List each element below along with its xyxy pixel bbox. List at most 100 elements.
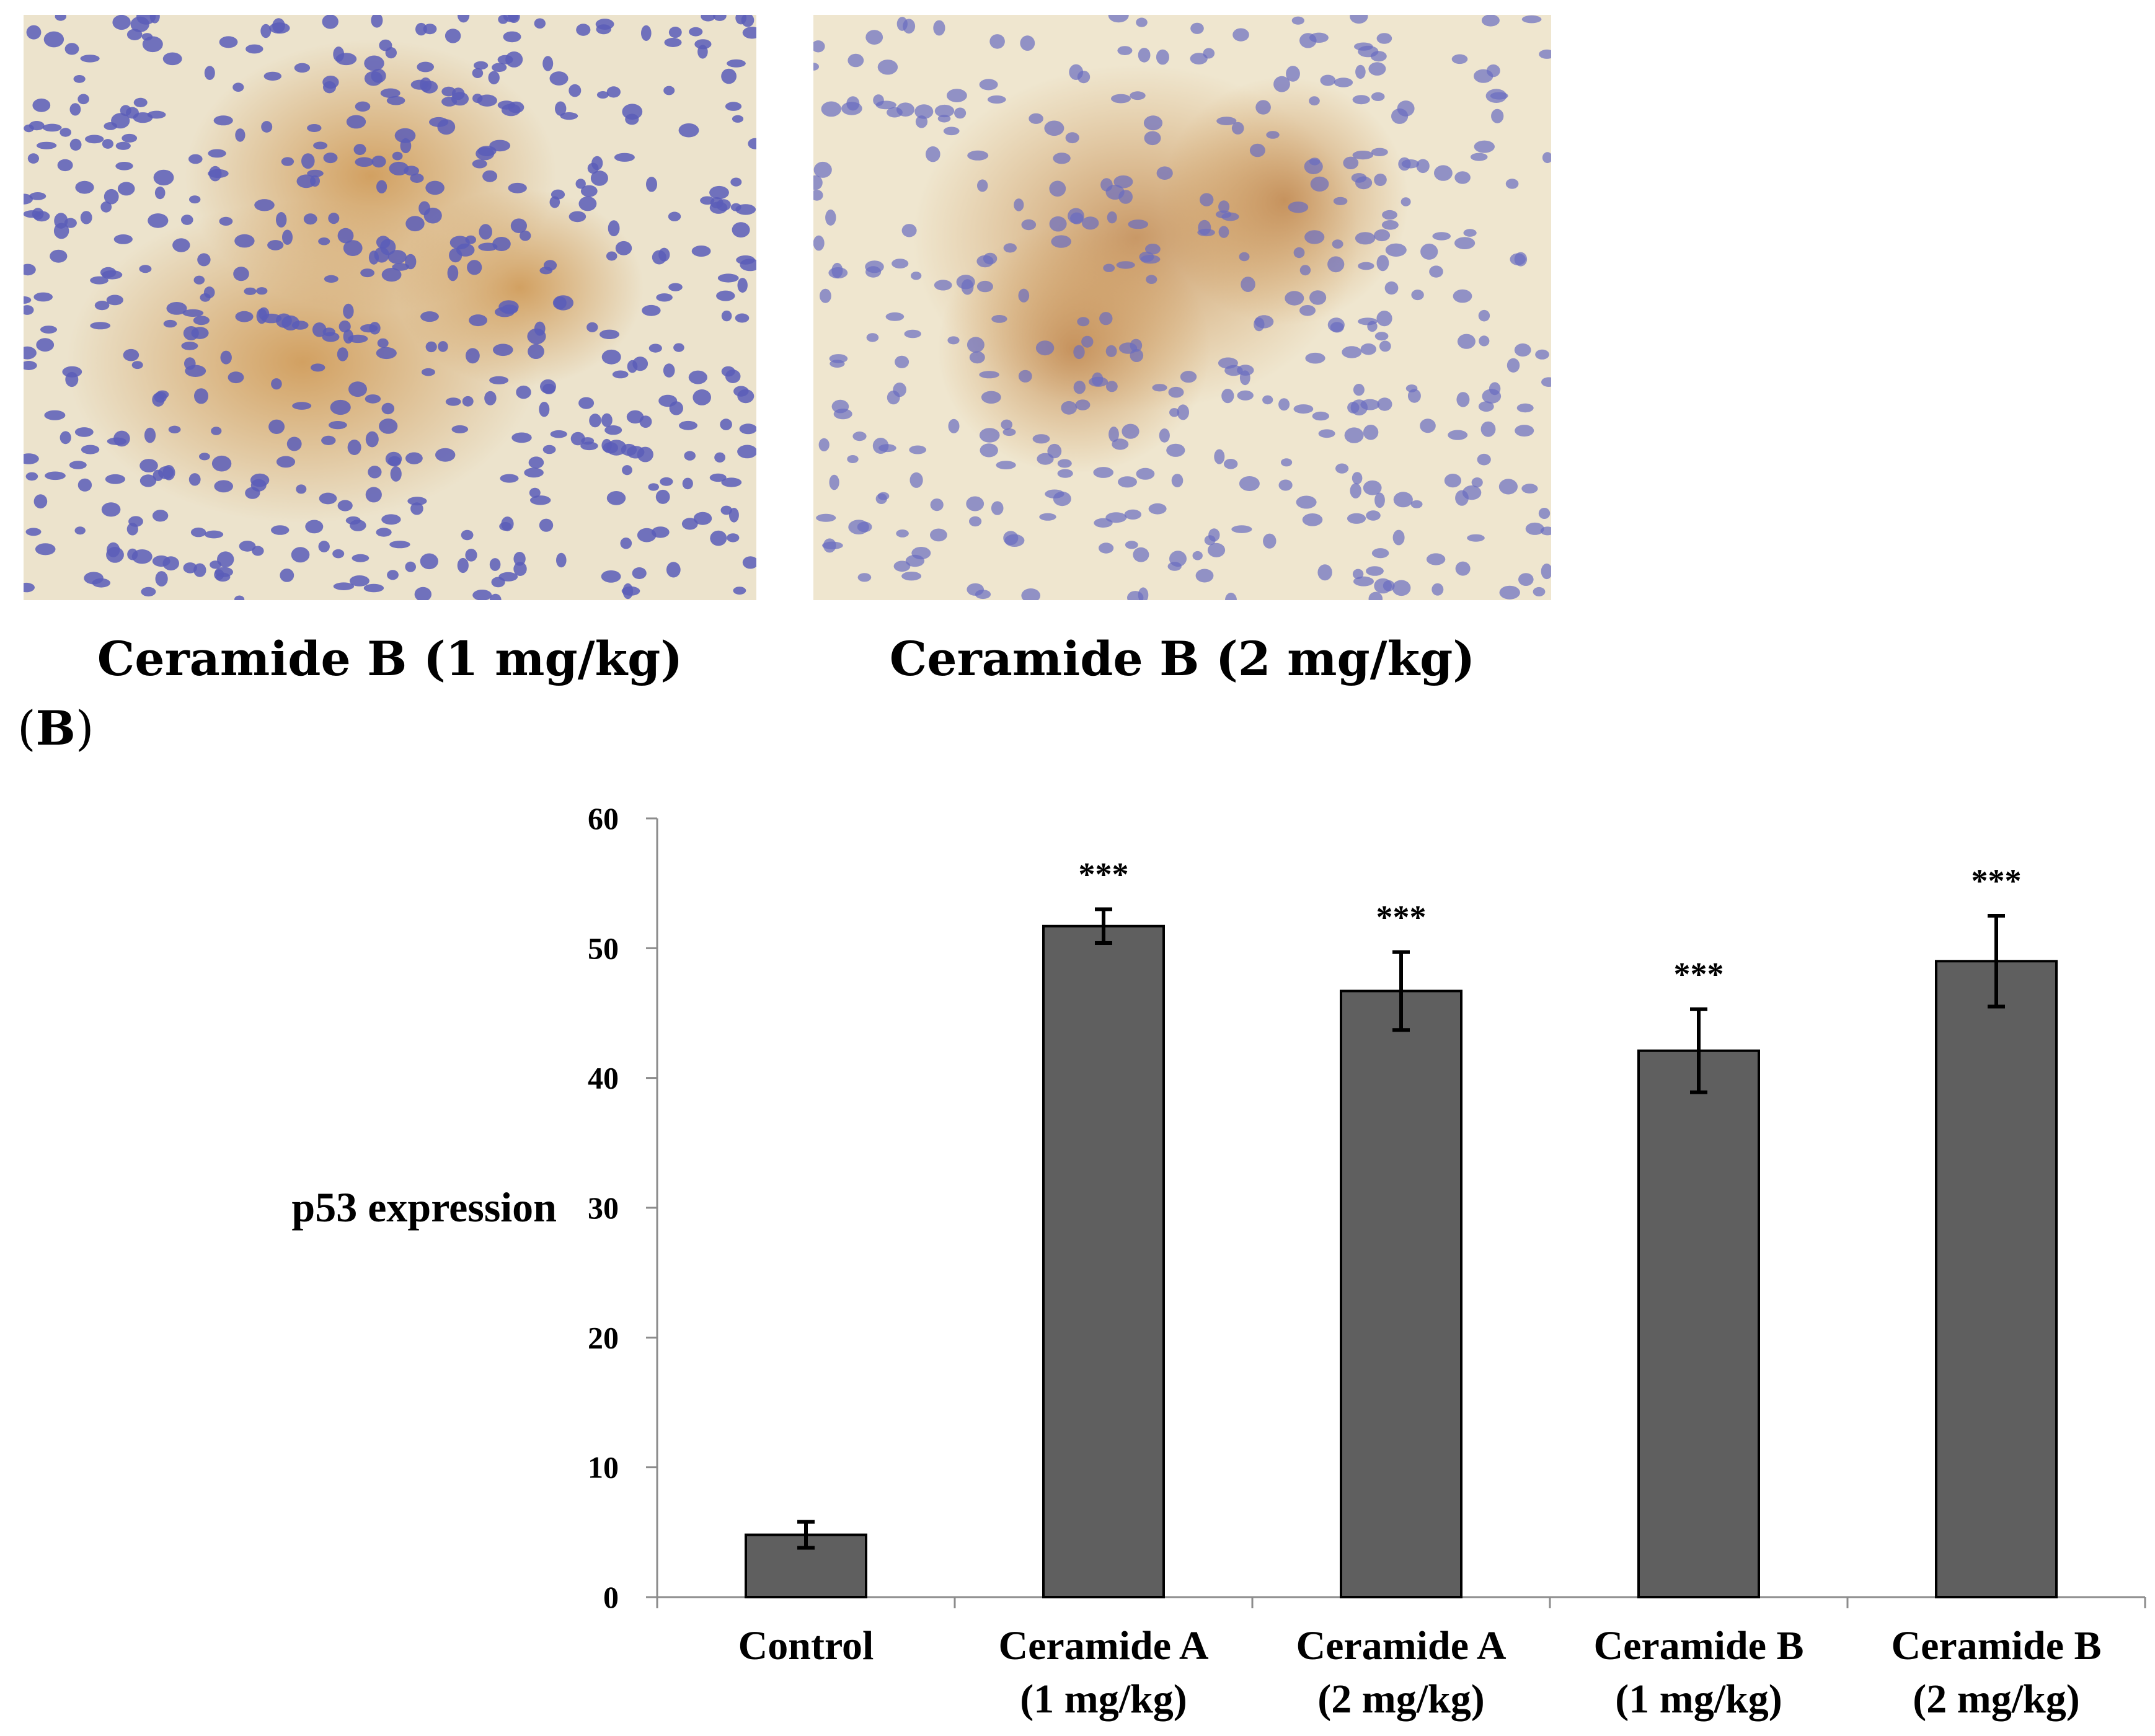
cell-nucleus (524, 467, 544, 478)
cell-nucleus (1312, 411, 1329, 421)
cell-nucleus (954, 107, 967, 119)
cell-nucleus (210, 560, 222, 569)
cell-nucleus (1278, 479, 1293, 491)
cell-nucleus (113, 430, 130, 447)
cell-nucleus (1198, 219, 1211, 236)
cell-nucleus (1057, 469, 1073, 478)
cell-nucleus (1454, 237, 1476, 249)
cell-nucleus (622, 465, 632, 476)
cell-nucleus (474, 61, 489, 70)
cell-nucleus (1401, 159, 1420, 169)
cell-nucleus (371, 15, 383, 28)
cell-nucleus (1342, 346, 1362, 358)
cell-nucleus (1411, 290, 1424, 301)
cell-nucleus (866, 333, 879, 342)
cell-nucleus (540, 379, 556, 394)
x-tick-label: Ceramide B (1593, 1623, 1803, 1668)
cell-nucleus (1039, 513, 1056, 521)
cell-nucleus (451, 425, 469, 433)
cell-nucleus (381, 514, 401, 525)
cell-nucleus (1485, 89, 1507, 103)
cell-nucleus (1370, 51, 1387, 62)
cell-nucleus (1288, 202, 1309, 213)
y-tick-label: 50 (588, 931, 619, 965)
cell-nucleus (539, 518, 554, 532)
bar (1340, 990, 1462, 1598)
cell-nucleus (668, 27, 682, 38)
cell-nucleus (337, 347, 348, 361)
cell-nucleus (69, 461, 87, 469)
cell-nucleus (44, 410, 66, 420)
cell-nucleus (1405, 384, 1418, 392)
cell-nucleus (987, 95, 1006, 104)
cell-nucleus (1168, 386, 1184, 398)
cell-nucleus (133, 112, 153, 123)
cell-nucleus (1166, 443, 1185, 457)
cell-nucleus (831, 262, 843, 278)
cell-nucleus (280, 569, 294, 582)
cell-nucleus (421, 368, 435, 376)
cell-nucleus (69, 103, 81, 116)
cell-nucleus (816, 513, 836, 522)
cell-nucleus (560, 112, 578, 120)
cell-nucleus (1327, 256, 1345, 273)
cell-nucleus (1286, 66, 1300, 82)
cell-nucleus (701, 15, 715, 22)
cell-nucleus (1491, 108, 1504, 123)
cell-nucleus (1352, 95, 1370, 105)
cell-nucleus (472, 590, 492, 600)
cell-nucleus (208, 169, 229, 178)
cell-nucleus (144, 427, 156, 443)
cell-nucleus (376, 180, 387, 193)
cell-nucleus (166, 302, 187, 315)
cell-nucleus (1122, 423, 1139, 439)
cell-nucleus (1507, 358, 1520, 373)
cell-nucleus (1108, 15, 1129, 23)
cell-nucleus (543, 260, 557, 271)
cell-nucleus (510, 218, 528, 234)
cell-nucleus (307, 124, 322, 132)
cell-nucleus (437, 119, 456, 135)
cell-nucleus (197, 253, 211, 267)
cell-nucleus (81, 445, 100, 454)
cell-nucleus (720, 505, 732, 515)
cell-nucleus (1376, 33, 1392, 44)
cell-nucleus (1541, 563, 1551, 580)
cell-nucleus (967, 583, 984, 596)
cell-nucleus (328, 213, 340, 224)
cell-nucleus (24, 361, 37, 370)
cell-nucleus (36, 141, 57, 149)
cell-nucleus (1363, 480, 1382, 495)
cell-nucleus (33, 494, 48, 509)
cell-nucleus (281, 157, 294, 166)
cell-nucleus (1299, 305, 1316, 316)
cell-nucleus (445, 29, 461, 43)
cell-nucleus (219, 36, 238, 48)
x-tick-label: (2 mg/kg) (1317, 1676, 1484, 1722)
cell-nucleus (1514, 343, 1531, 357)
cell-nucleus (318, 237, 330, 246)
cell-nucleus (410, 502, 423, 515)
cell-nucleus (479, 224, 492, 240)
cell-nucleus (131, 361, 143, 370)
cell-nucleus (1302, 513, 1323, 526)
cell-nucleus (1479, 335, 1490, 347)
cell-nucleus (1384, 281, 1399, 295)
cell-nucleus (508, 182, 527, 193)
cell-nucleus (235, 128, 246, 142)
cell-nucleus (991, 315, 1007, 323)
cell-nucleus (80, 211, 92, 224)
cell-nucleus (656, 293, 673, 302)
cell-nucleus (717, 273, 739, 283)
cell-nucleus (933, 20, 945, 36)
cell-nucleus (1053, 491, 1071, 507)
cell-nucleus (632, 356, 648, 371)
cell-nucleus (1477, 453, 1491, 466)
cell-nucleus (152, 555, 170, 567)
image-caption: Ceramide B (1 mg/kg) (97, 631, 683, 686)
cell-nucleus (1374, 492, 1385, 508)
cell-nucleus (1533, 587, 1546, 596)
cell-nucleus (472, 94, 483, 104)
cell-nucleus (1029, 113, 1043, 124)
cell-nucleus (1515, 425, 1534, 437)
